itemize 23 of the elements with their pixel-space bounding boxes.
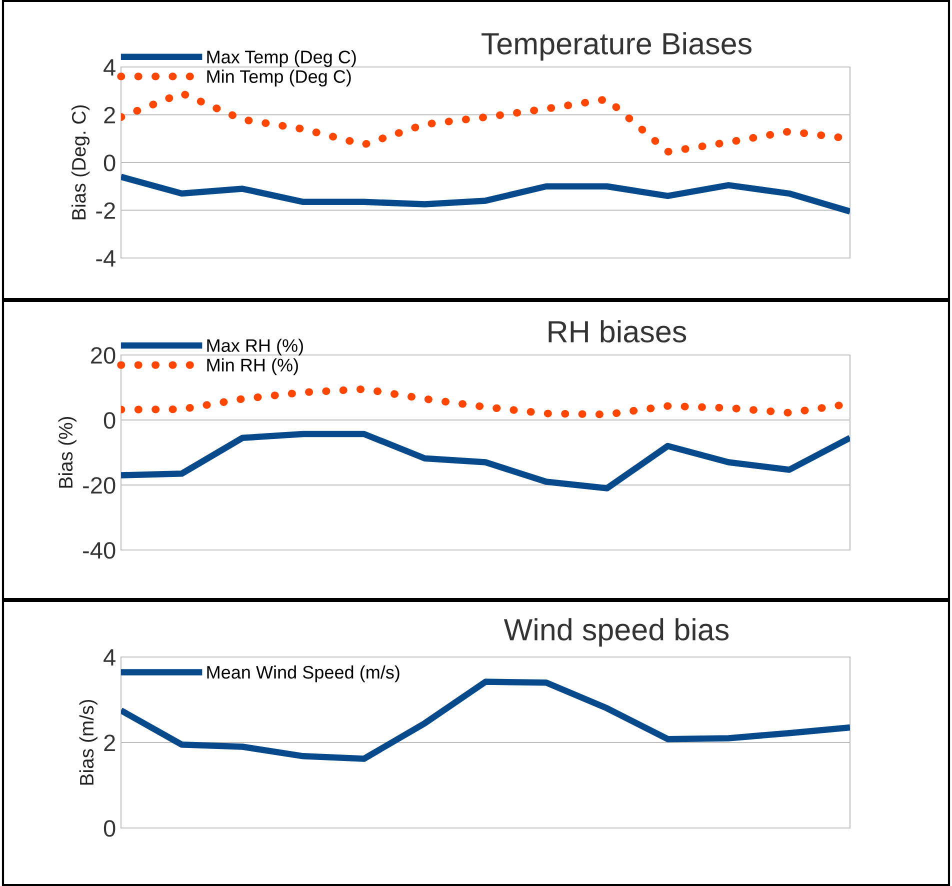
y-tick-label: 4	[104, 649, 116, 666]
y-tick-label: 20	[91, 347, 116, 364]
chart-title: RH biases	[548, 320, 686, 343]
y-tick-label: -20	[83, 477, 116, 494]
y-tick-label: -2	[96, 202, 115, 219]
y-tick-label: 2	[104, 734, 115, 752]
legend-label: Mean Wind Speed (m/s)	[207, 665, 400, 682]
y-axis-title: Bias (m/s)	[79, 700, 98, 785]
y-axis-title: Bias (%)	[58, 416, 76, 488]
legend-label: Min RH (%)	[207, 358, 298, 376]
y-tick-label: 4	[104, 59, 116, 76]
y-tick-label: 2	[104, 106, 115, 124]
y-tick-label: 0	[104, 412, 116, 429]
chart-title: Temperature Biases	[482, 32, 752, 61]
y-tick-label: -4	[96, 250, 116, 267]
legend-label: Min Temp (Deg C)	[207, 70, 351, 87]
y-tick-label: 0	[104, 154, 116, 172]
chart-title: Wind speed bias	[504, 618, 729, 647]
y-tick-label: 0	[104, 820, 116, 837]
legend-label: Max Temp (Deg C)	[207, 50, 356, 67]
y-axis-title: Bias (Deg. C)	[71, 105, 90, 220]
legend-label: Max RH (%)	[207, 338, 303, 356]
y-tick-label: -40	[83, 542, 116, 559]
